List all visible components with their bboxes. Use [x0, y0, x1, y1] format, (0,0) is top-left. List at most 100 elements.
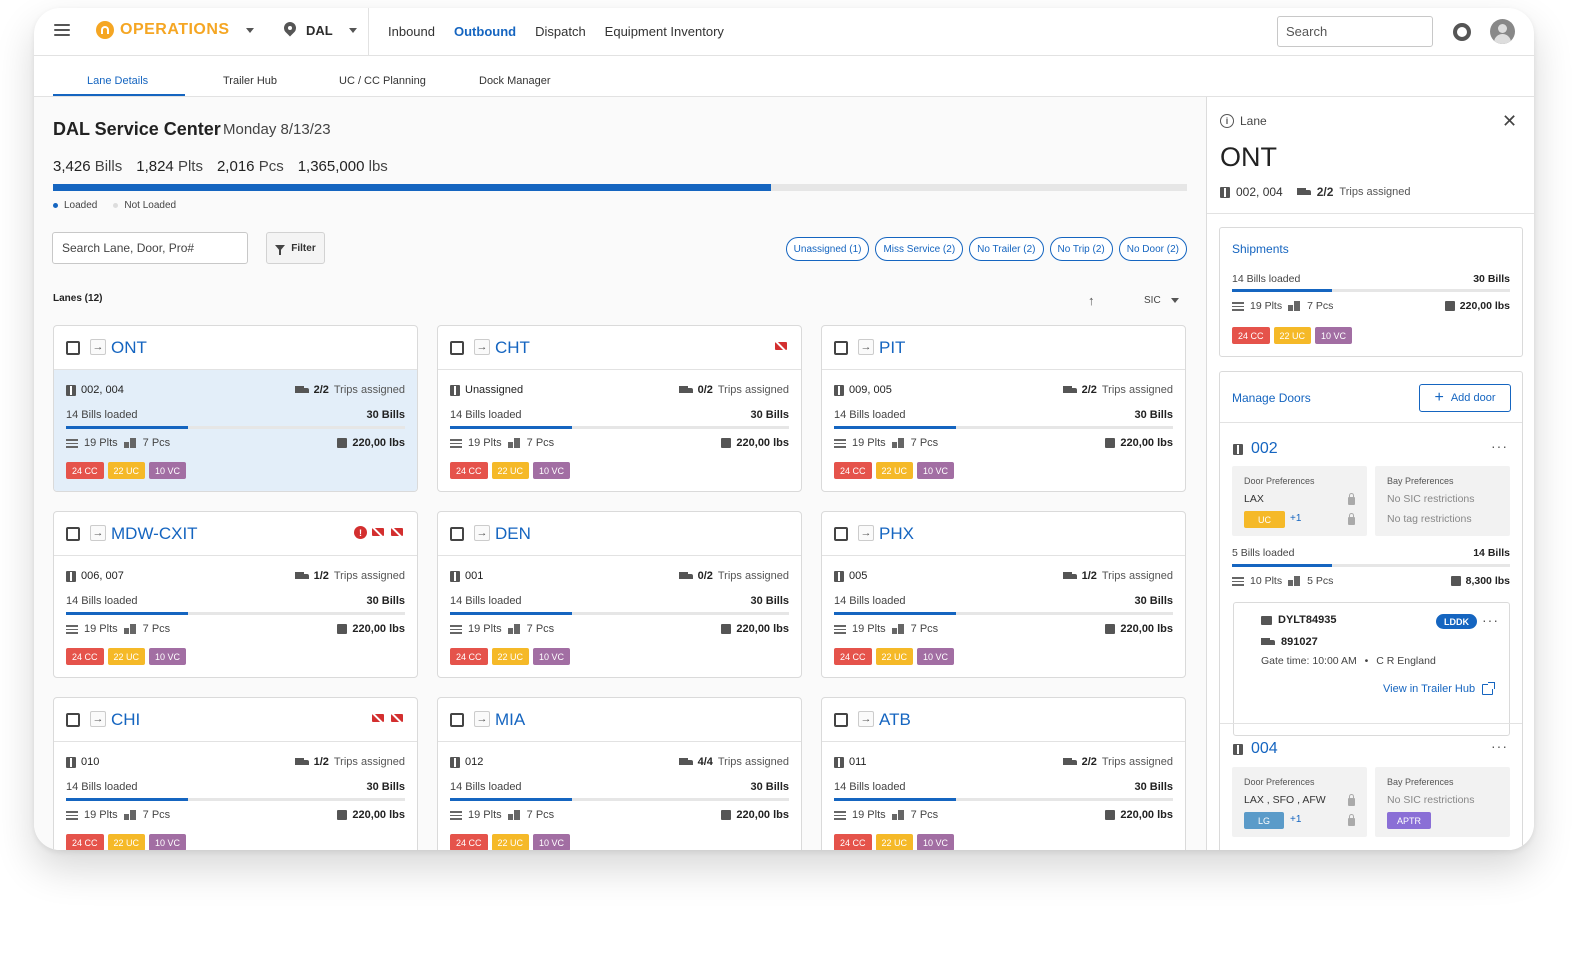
door-002-title[interactable]: 002: [1233, 440, 1278, 458]
chip-no-door[interactable]: No Door (2): [1118, 237, 1187, 261]
lane-checkbox[interactable]: [834, 527, 848, 541]
lane-card-header: → CHT: [438, 326, 801, 370]
lane-trips: 2/2: [313, 384, 329, 396]
arrow-right-icon: →: [90, 525, 106, 541]
door-004-title[interactable]: 004: [1233, 740, 1278, 758]
nav-equipment-inventory[interactable]: Equipment Inventory: [604, 24, 724, 39]
gear-icon[interactable]: [1453, 23, 1471, 41]
lane-name[interactable]: ATB: [879, 710, 911, 729]
nav-inbound[interactable]: Inbound: [388, 24, 435, 39]
lane-checkbox[interactable]: [450, 341, 464, 355]
more-options-icon[interactable]: ···: [1491, 438, 1508, 454]
door-pref-more[interactable]: +1: [1290, 513, 1302, 524]
lane-search-input[interactable]: [52, 232, 248, 264]
lane-name[interactable]: CHI: [111, 710, 141, 729]
chip-unassigned[interactable]: Unassigned (1): [785, 237, 870, 261]
lane-card-header: → MDW-CXIT!: [54, 512, 417, 556]
chip-miss-service[interactable]: Miss Service (2): [875, 237, 964, 261]
lane-checkbox[interactable]: [66, 341, 80, 355]
chip-no-trailer[interactable]: No Trailer (2): [969, 237, 1044, 261]
sort-select[interactable]: SIC: [1144, 295, 1179, 306]
lane-bills-total: 30 Bills: [366, 595, 405, 607]
view-in-trailer-hub-link[interactable]: View in Trailer Hub: [1383, 681, 1496, 695]
chip-no-trip[interactable]: No Trip (2): [1049, 237, 1113, 261]
lane-card[interactable]: → MIA 012 4/4 Trips assigned 14 Bills loaded 3…: [437, 697, 802, 850]
lane-name[interactable]: DEN: [495, 524, 531, 543]
lane-card[interactable]: → ATB 011 2/2 Trips assigned 14 Bills loaded 3…: [821, 697, 1186, 850]
lane-weight: 220,00 lbs: [1120, 809, 1173, 821]
door-pref-more[interactable]: +1: [1290, 814, 1302, 825]
tab-lane-details[interactable]: Lane Details: [87, 75, 149, 87]
door-pref-label: Door Preferences: [1244, 777, 1315, 787]
global-search-input[interactable]: [1277, 16, 1433, 47]
tag-vc: 10 VC: [917, 462, 955, 479]
lane-name[interactable]: CHT: [495, 338, 530, 357]
lane-name[interactable]: MDW-CXIT: [111, 524, 198, 543]
tab-dock-manager[interactable]: Dock Manager: [479, 75, 551, 87]
lane-name[interactable]: MIA: [495, 710, 526, 729]
lane-bills-total: 30 Bills: [750, 595, 789, 607]
tab-uc-cc-planning[interactable]: UC / CC Planning: [339, 75, 426, 87]
lane-card[interactable]: → CHT Unassigned 0/2 Trips assigned 14 Bills …: [437, 325, 802, 492]
lane-trips-label: Trips assigned: [1101, 384, 1173, 396]
avatar[interactable]: [1490, 19, 1515, 44]
filter-button[interactable]: Filter: [266, 232, 325, 264]
shipments-bills-loaded: 14 Bills loaded: [1232, 273, 1301, 285]
lane-weight: 220,00 lbs: [352, 623, 405, 635]
door-002-plts: 10 Plts: [1250, 575, 1283, 587]
lane-checkbox[interactable]: [66, 527, 80, 541]
lane-checkbox[interactable]: [66, 713, 80, 727]
lane-name[interactable]: PHX: [879, 524, 914, 543]
nav-outbound[interactable]: Outbound: [454, 24, 517, 39]
more-options-icon[interactable]: ···: [1491, 738, 1508, 754]
lane-trips: 2/2: [1081, 756, 1097, 768]
arrow-up-icon[interactable]: ↑: [1088, 293, 1095, 308]
lane-alerts: [371, 712, 405, 724]
lane-card[interactable]: → MDW-CXIT! 006, 007 1/2 Trips assigned 14 Bi…: [53, 511, 418, 678]
lane-progress-fill: [450, 612, 573, 615]
tab-trailer-hub[interactable]: Trailer Hub: [223, 75, 277, 87]
lane-card[interactable]: → DEN 001 0/2 Trips assigned 14 Bills loaded 3…: [437, 511, 802, 678]
lane-card[interactable]: → PIT 009, 005 2/2 Trips assigned 14 Bills lo…: [821, 325, 1186, 492]
lane-bills-row: 14 Bills loaded 30 Bills: [66, 595, 405, 607]
close-icon[interactable]: ✕: [1502, 111, 1518, 131]
lock-icon: [1348, 513, 1355, 525]
module-switcher[interactable]: OPERATIONS: [96, 21, 254, 39]
lane-card-header: → PIT: [822, 326, 1185, 370]
nav-dispatch[interactable]: Dispatch: [535, 24, 586, 39]
lane-checkbox[interactable]: [834, 713, 848, 727]
menu-icon[interactable]: [54, 24, 70, 36]
door-004-name: 004: [1251, 740, 1278, 757]
add-door-button[interactable]: + Add door: [1419, 384, 1511, 412]
truck-icon: [1296, 187, 1311, 197]
lane-checkbox[interactable]: [450, 713, 464, 727]
arrow-right-icon: →: [858, 711, 874, 727]
lane-card-body: 005 1/2 Trips assigned 14 Bills loaded 30 Bi…: [822, 556, 1185, 677]
panel-doors: 002, 004: [1236, 185, 1283, 199]
lane-plts: 19 Plts: [468, 437, 502, 449]
pieces-icon: [891, 438, 905, 448]
lane-progress-bar: [66, 798, 405, 801]
lane-card-body: 001 0/2 Trips assigned 14 Bills loaded 30 Bi…: [438, 556, 801, 677]
lane-card[interactable]: → PHX 005 1/2 Trips assigned 14 Bills loaded 3…: [821, 511, 1186, 678]
lane-card[interactable]: → CHI 010 1/2 Trips assigned 14 Bills loaded 3…: [53, 697, 418, 850]
panel-kicker: i Lane: [1220, 114, 1267, 128]
weight-icon: [721, 624, 732, 634]
lane-card[interactable]: → ONT 002, 004 2/2 Trips assigned 14 Bills lo…: [53, 325, 418, 492]
legend-loaded: Loaded: [53, 200, 97, 211]
pallet-icon: [834, 624, 846, 634]
lane-checkbox[interactable]: [834, 341, 848, 355]
lane-name[interactable]: PIT: [879, 338, 906, 357]
lane-bills-total: 30 Bills: [1134, 595, 1173, 607]
more-options-icon[interactable]: ···: [1482, 612, 1499, 628]
trailer-id: DYLT84935: [1278, 614, 1337, 626]
lane-name[interactable]: ONT: [111, 338, 147, 357]
pallet-icon: [450, 438, 462, 448]
lane-card-header: → ONT: [54, 326, 417, 370]
location-selector[interactable]: DAL: [284, 22, 357, 38]
door-pref-value: LAX: [1244, 493, 1264, 505]
lane-weight: 220,00 lbs: [736, 809, 789, 821]
door-002-weight: 8,300 lbs: [1450, 575, 1510, 587]
lane-checkbox[interactable]: [450, 527, 464, 541]
weight-icon: [1105, 624, 1116, 634]
